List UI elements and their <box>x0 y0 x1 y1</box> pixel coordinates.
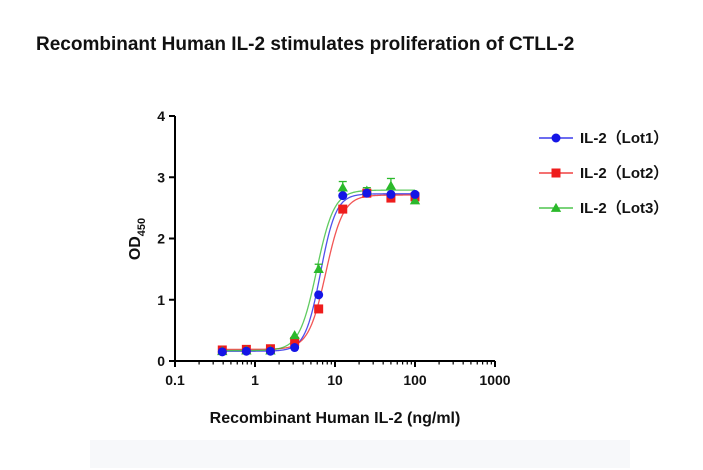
data-points <box>217 177 421 357</box>
fit-curve <box>222 194 415 351</box>
legend-swatch <box>539 168 573 177</box>
data-point-circle <box>265 346 275 356</box>
data-point-triangle <box>289 330 300 340</box>
data-point-square <box>338 204 348 214</box>
data-point-circle <box>338 191 348 201</box>
chart-title: Recombinant Human IL-2 stimulates prolif… <box>36 34 575 55</box>
data-point-triangle <box>337 182 348 192</box>
x-tick-label: 1000 <box>479 372 510 388</box>
data-point-circle <box>386 189 396 199</box>
legend-item: IL-2（Lot3） <box>538 190 668 225</box>
x-tick-label: 1 <box>251 372 259 388</box>
legend: IL-2（Lot1） IL-2（Lot2） IL-2（Lot3） <box>538 120 668 225</box>
x-tick-label: 10 <box>327 372 343 388</box>
y-tick-label: 2 <box>157 231 165 247</box>
axes: 0.1 1 10 100 1000 0 1 2 3 4 <box>157 108 511 388</box>
legend-label: IL-2（Lot3） <box>580 200 669 217</box>
data-point-triangle <box>409 195 421 205</box>
legend-swatch <box>539 202 573 212</box>
fit-curve <box>222 189 415 352</box>
data-point-square <box>314 304 324 314</box>
legend-swatch <box>539 133 573 142</box>
fit-curves <box>222 189 415 352</box>
data-point-circle <box>314 290 324 300</box>
y-tick-label: 3 <box>157 169 165 185</box>
x-tick-label: 0.1 <box>165 372 185 388</box>
legend-item: IL-2（Lot1） <box>538 120 668 155</box>
x-tick-label: 100 <box>403 372 427 388</box>
footer-band <box>90 440 630 468</box>
legend-marker <box>551 168 561 177</box>
y-tick-label: 4 <box>157 108 165 124</box>
legend-marker <box>551 133 561 142</box>
legend-marker <box>550 202 562 212</box>
y-tick-label: 1 <box>157 292 165 308</box>
legend-label: IL-2（Lot1） <box>580 130 669 147</box>
data-point-circle <box>410 189 420 199</box>
data-point-circle <box>362 188 372 198</box>
legend-item: IL-2（Lot2） <box>538 155 668 190</box>
legend-label: IL-2（Lot2） <box>580 165 669 182</box>
data-point-circle <box>241 346 251 356</box>
data-point-triangle <box>313 263 324 274</box>
y-tick-label: 0 <box>157 353 165 369</box>
fit-curve <box>222 193 415 352</box>
data-point-circle <box>217 347 227 357</box>
x-axis-label: Recombinant Human IL-2 (ng/ml) <box>210 410 461 427</box>
data-point-circle <box>290 343 300 353</box>
data-point-square <box>290 336 300 346</box>
y-axis-label: OD450 <box>127 218 148 260</box>
data-point-triangle <box>385 180 397 190</box>
